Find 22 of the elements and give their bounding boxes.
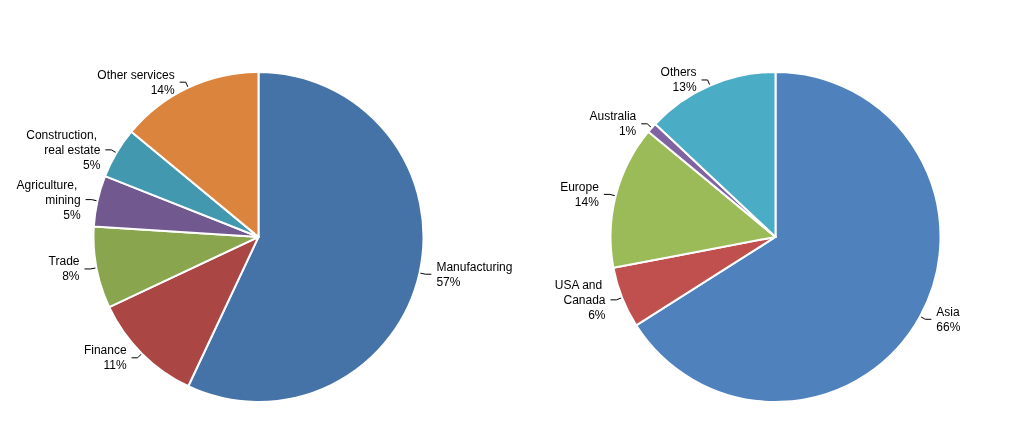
data-label: 5% bbox=[82, 157, 101, 172]
data-label: 5% bbox=[63, 207, 81, 222]
slice-label: Trade bbox=[48, 254, 80, 269]
data-label: 13% bbox=[672, 80, 697, 95]
data-label: 11% bbox=[103, 358, 127, 373]
data-label: 57% bbox=[436, 274, 461, 289]
slice-label: Asia bbox=[936, 304, 961, 319]
slice-label: Agriculture, mining bbox=[16, 177, 81, 207]
slice-label: Others bbox=[660, 65, 697, 80]
data-label: 8% bbox=[62, 269, 80, 284]
data-label: 1% bbox=[618, 124, 637, 139]
data-label: 6% bbox=[588, 307, 606, 322]
slice-label: Construction, real estate bbox=[26, 127, 101, 157]
slice-label: Finance bbox=[83, 343, 127, 358]
slice-label: Europe bbox=[560, 179, 600, 194]
data-label: 66% bbox=[936, 319, 961, 334]
slice-label: USA and Canada bbox=[554, 277, 606, 307]
slice-label: Australia bbox=[589, 109, 637, 124]
data-label: 14% bbox=[150, 82, 176, 97]
slice-label: Manufacturing bbox=[436, 259, 513, 274]
slice-label: Other services bbox=[97, 67, 175, 82]
data-label: 14% bbox=[574, 194, 600, 209]
